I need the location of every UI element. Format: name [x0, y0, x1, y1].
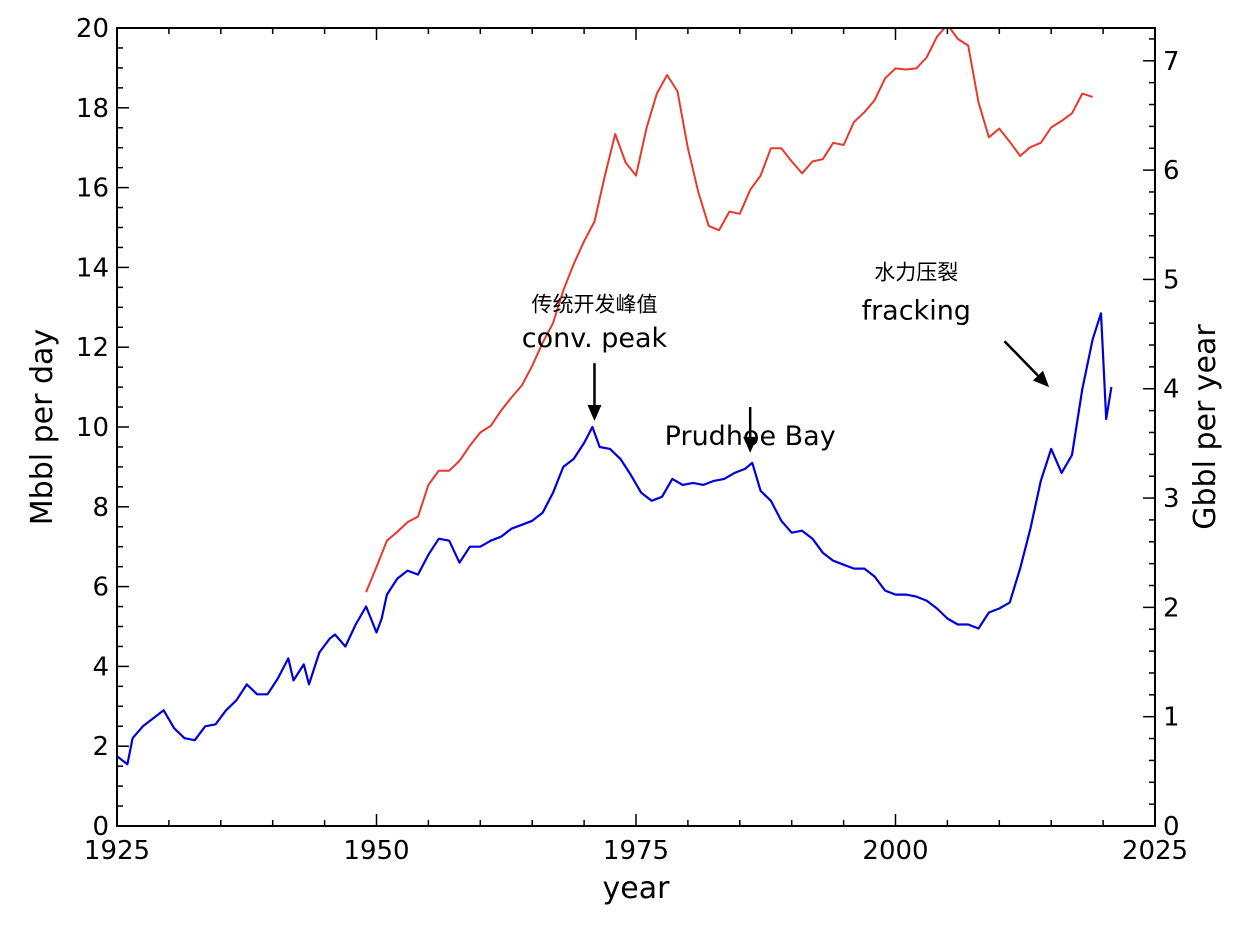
y-left-tick-label: 8 — [92, 493, 109, 523]
annotation-label: fracking — [862, 295, 971, 326]
y-left-tick-label: 10 — [76, 413, 109, 443]
x-tick-label: 2000 — [862, 836, 928, 866]
y-right-tick-label: 3 — [1163, 484, 1180, 514]
series-group — [117, 28, 1113, 766]
y-right-tick-label: 4 — [1163, 375, 1180, 405]
y-right-tick-label: 2 — [1163, 593, 1180, 623]
y-left-tick-label: 20 — [76, 14, 109, 44]
plot-frame — [116, 27, 1156, 827]
y-left-tick-label: 4 — [92, 652, 109, 682]
annotation-arrow-head — [743, 436, 758, 453]
x-tick-label: 2025 — [1122, 836, 1188, 866]
y-left-tick-label: 6 — [92, 573, 109, 603]
y-left-tick-label: 2 — [92, 732, 109, 762]
y-right-tick-label: 7 — [1163, 47, 1180, 77]
y-right-tick-label: 0 — [1163, 812, 1180, 842]
series-line-annual-gbbl — [365, 28, 1094, 593]
y-left-tick-label: 16 — [76, 174, 109, 204]
annotation-label-cn: 传统开发峰值 — [531, 292, 657, 316]
x-tick-label: 1975 — [603, 836, 669, 866]
y-axis-title-right: Gbbl per year — [1188, 324, 1223, 530]
annotation-label: conv. peak — [522, 323, 668, 354]
y-right-tick-label: 6 — [1163, 156, 1180, 186]
y-left-tick-label: 18 — [76, 94, 109, 124]
y-right-tick-label: 5 — [1163, 265, 1180, 295]
x-tick-label: 1950 — [343, 836, 409, 866]
y-axis-title-left: Mbbl per day — [25, 329, 60, 525]
annotation-arrow-head — [587, 405, 602, 422]
y-right-tick-label: 1 — [1163, 703, 1180, 733]
x-tick-label: 1925 — [84, 836, 150, 866]
series-line-monthly-mbbl — [117, 312, 1113, 766]
annotation-label-cn: 水力压裂 — [874, 260, 958, 284]
ticks-group: 1925 1950 1975 2000 202502468101214161820012… — [76, 14, 1188, 866]
y-left-tick-label: 14 — [76, 253, 109, 283]
annotation-arrow-head — [1032, 370, 1050, 388]
x-axis-title: year — [603, 871, 671, 906]
y-left-tick-label: 0 — [92, 812, 109, 842]
annotation-arrow-shaft — [1003, 340, 1039, 377]
y-left-tick-label: 12 — [76, 333, 109, 363]
